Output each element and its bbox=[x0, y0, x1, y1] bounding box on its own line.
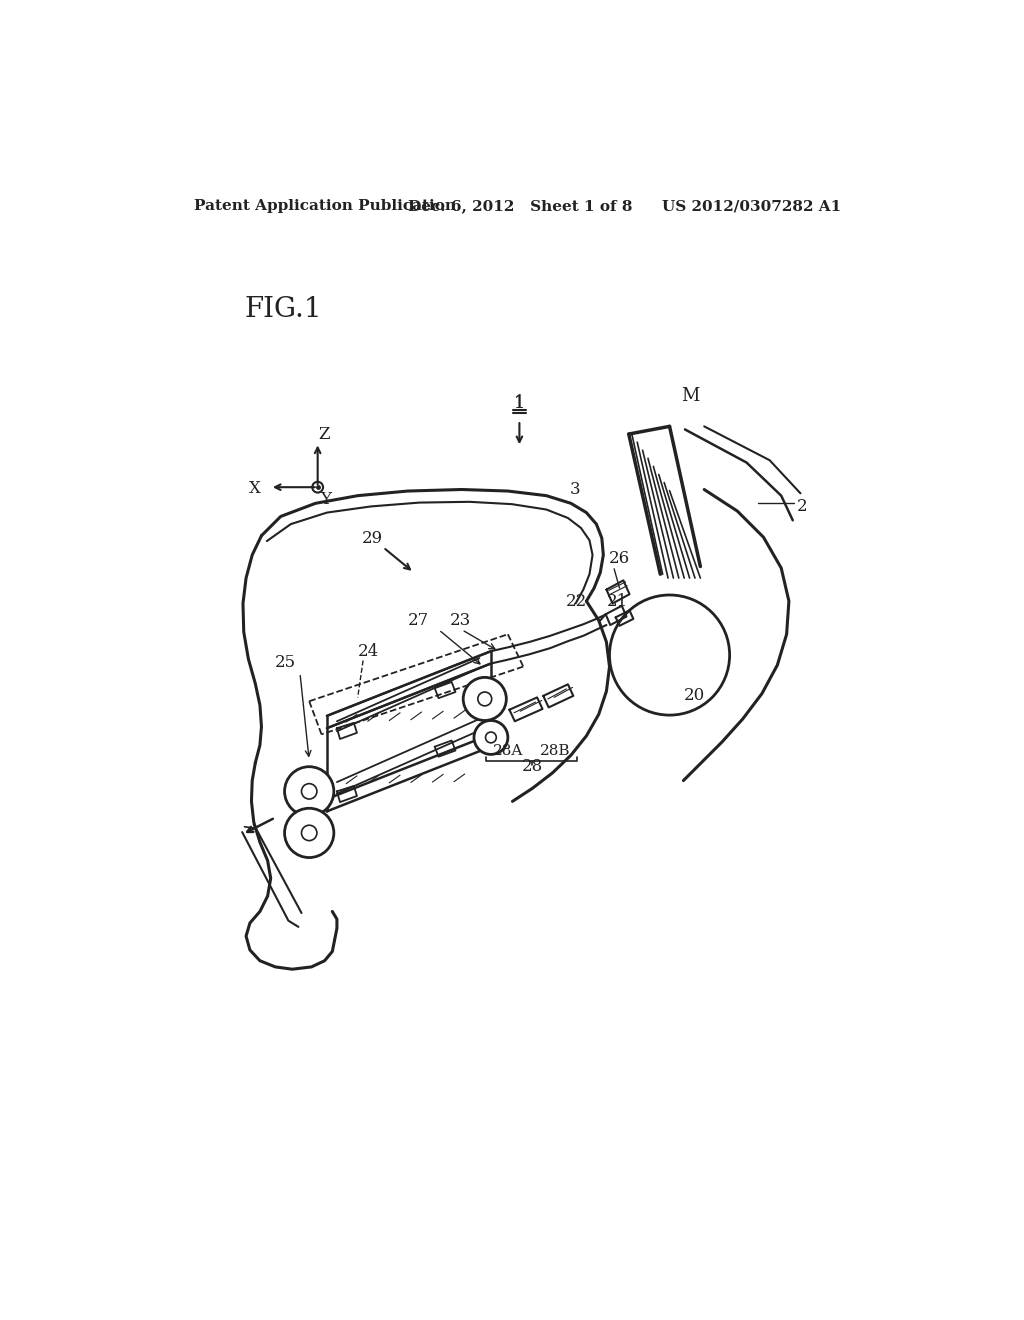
Circle shape bbox=[463, 677, 506, 721]
Text: 2: 2 bbox=[797, 498, 807, 515]
Text: Z: Z bbox=[318, 426, 330, 444]
Circle shape bbox=[285, 767, 334, 816]
Text: 25: 25 bbox=[275, 655, 296, 672]
Circle shape bbox=[474, 721, 508, 755]
Text: 28B: 28B bbox=[541, 744, 570, 758]
Text: M: M bbox=[681, 387, 699, 404]
Text: 26: 26 bbox=[608, 550, 630, 568]
Text: FIG.1: FIG.1 bbox=[245, 296, 323, 323]
Text: Dec. 6, 2012   Sheet 1 of 8: Dec. 6, 2012 Sheet 1 of 8 bbox=[408, 199, 632, 213]
Text: 20: 20 bbox=[683, 688, 705, 705]
Text: 28A: 28A bbox=[493, 744, 523, 758]
Text: 1: 1 bbox=[514, 395, 524, 412]
Text: X: X bbox=[249, 480, 260, 498]
Text: 1: 1 bbox=[514, 395, 525, 412]
Text: 24: 24 bbox=[357, 643, 379, 660]
Text: 29: 29 bbox=[361, 531, 383, 548]
Circle shape bbox=[285, 808, 334, 858]
Text: 21: 21 bbox=[606, 593, 628, 610]
Text: US 2012/0307282 A1: US 2012/0307282 A1 bbox=[662, 199, 841, 213]
Text: Y: Y bbox=[319, 491, 331, 508]
Text: 27: 27 bbox=[409, 612, 429, 628]
Text: Patent Application Publication: Patent Application Publication bbox=[194, 199, 456, 213]
Text: 23: 23 bbox=[451, 612, 471, 628]
Text: 28: 28 bbox=[522, 758, 543, 775]
Text: 3: 3 bbox=[569, 480, 580, 498]
Text: 22: 22 bbox=[566, 593, 587, 610]
